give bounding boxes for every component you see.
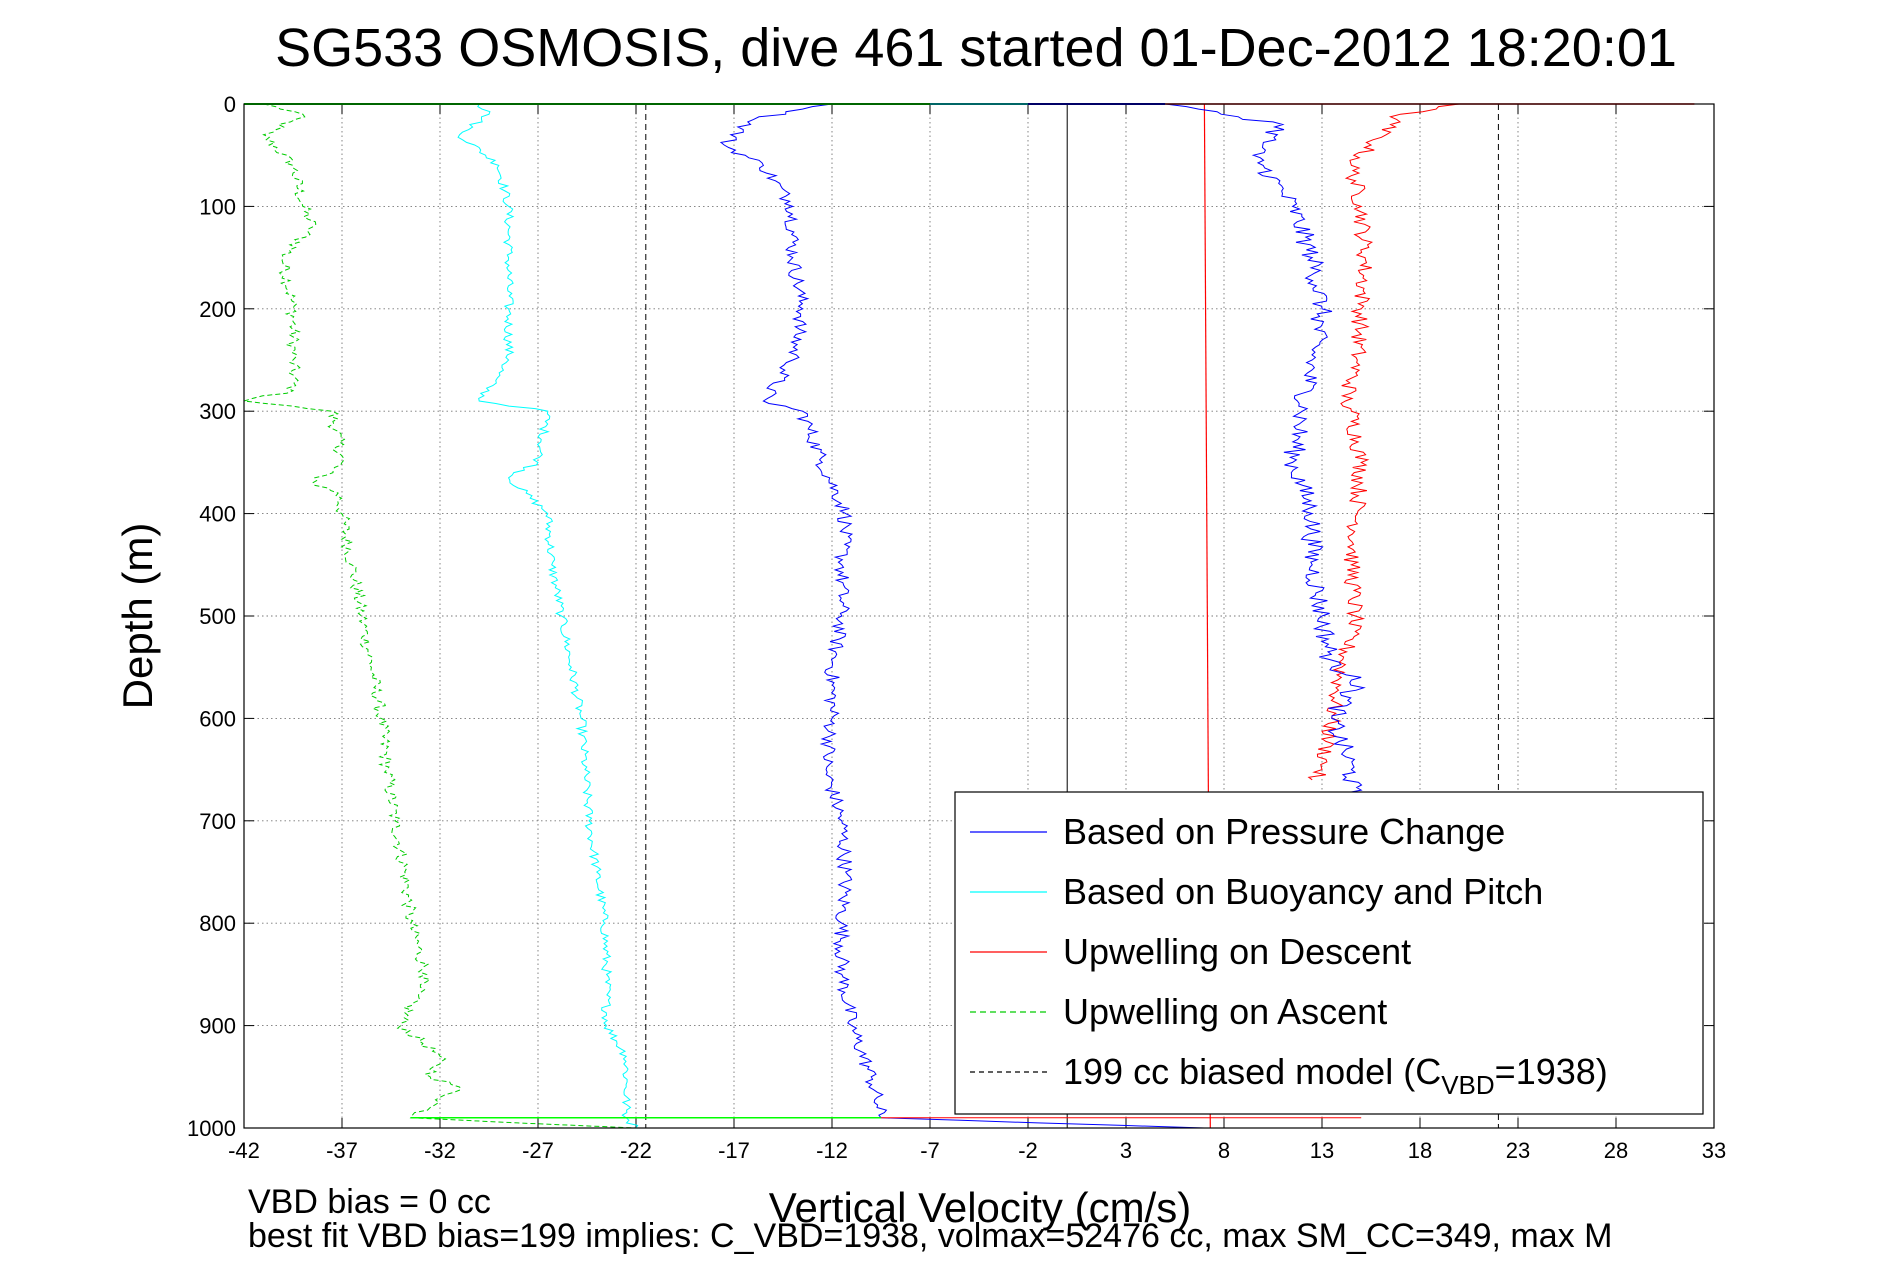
x-tick-label: -22	[620, 1138, 652, 1163]
series-pressure-change-ascent	[1165, 103, 1366, 822]
y-tick-label: 300	[199, 399, 236, 424]
axis-ticks: -42 -37 -32 -27 -22 -17 -12 -7 -2 3 8 13 18 23 28 33 0 10…	[187, 92, 1726, 1163]
series-upwelling-descent	[1307, 103, 1460, 781]
x-axis-label: Vertical Velocity (cm/s)	[769, 1184, 1191, 1231]
legend-label: Upwelling on Ascent	[1063, 991, 1387, 1032]
legend-label: 199 cc biased model (CVBD=1938)	[1063, 1051, 1608, 1100]
y-axis-label: Depth (m)	[114, 523, 161, 710]
y-tick-label: 200	[199, 297, 236, 322]
y-tick-label: 100	[199, 194, 236, 219]
series-pressure-change-descent	[719, 103, 1205, 1129]
y-tick-label: 700	[199, 809, 236, 834]
x-tick-label: 13	[1310, 1138, 1334, 1163]
legend-label: Based on Pressure Change	[1063, 811, 1505, 852]
legend: Based on Pressure Change Based on Buoyanc…	[954, 791, 1704, 1115]
x-tick-label: -2	[1018, 1138, 1038, 1163]
x-tick-label: -12	[816, 1138, 848, 1163]
x-tick-label: -7	[920, 1138, 940, 1163]
series-buoyancy-pitch	[457, 103, 639, 1129]
legend-box	[954, 791, 1704, 1115]
axes-box	[243, 103, 1715, 1129]
x-tick-label: -32	[424, 1138, 456, 1163]
x-tick-label: 33	[1702, 1138, 1726, 1163]
x-tick-label: 8	[1218, 1138, 1230, 1163]
footer-line-2: best fit VBD bias=199 implies: C_VBD=193…	[248, 1217, 1612, 1255]
x-tick-label: 3	[1120, 1138, 1132, 1163]
footer-line-1: VBD bias = 0 cc	[248, 1183, 491, 1221]
y-tick-label: 0	[224, 92, 236, 117]
x-tick-label: 18	[1408, 1138, 1432, 1163]
x-tick-label: -37	[326, 1138, 358, 1163]
legend-label: Based on Buoyancy and Pitch	[1063, 871, 1543, 912]
chart-title: SG533 OSMOSIS, dive 461 started 01-Dec-2…	[275, 18, 1677, 78]
y-tick-label: 1000	[187, 1116, 236, 1141]
y-tick-label: 900	[199, 1014, 236, 1039]
y-tick-label: 500	[199, 604, 236, 629]
legend-label: Upwelling on Descent	[1063, 931, 1411, 972]
x-tick-label: -27	[522, 1138, 554, 1163]
y-tick-label: 800	[199, 911, 236, 936]
y-tick-label: 600	[199, 706, 236, 731]
x-tick-label: -42	[228, 1138, 260, 1163]
y-tick-label: 400	[199, 502, 236, 527]
x-tick-label: -17	[718, 1138, 750, 1163]
x-tick-label: 23	[1506, 1138, 1530, 1163]
x-tick-label: 28	[1604, 1138, 1628, 1163]
